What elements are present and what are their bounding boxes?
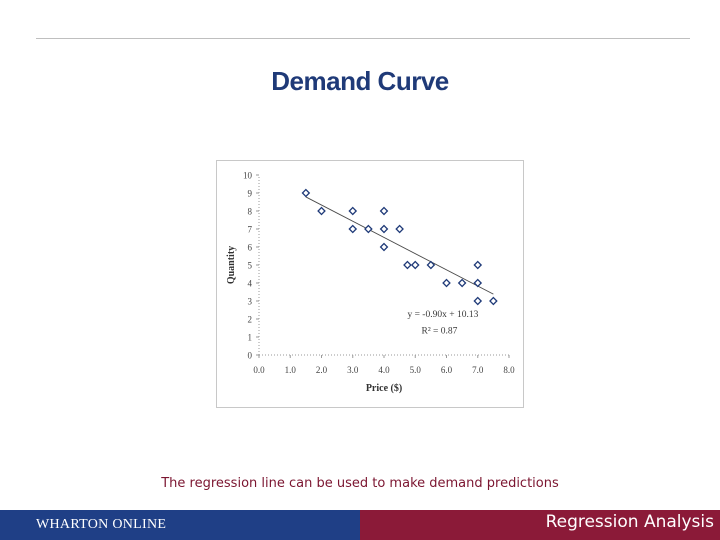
y-axis: 0 1 2 3 4 5 6 7 8 9 10 bbox=[243, 171, 260, 361]
data-point bbox=[301, 188, 311, 198]
data-point bbox=[473, 278, 483, 288]
data-point bbox=[379, 224, 389, 234]
data-point bbox=[348, 206, 358, 216]
data-point bbox=[395, 224, 404, 234]
slide-caption: The regression line can be used to make … bbox=[161, 476, 559, 491]
data-point bbox=[457, 278, 467, 288]
x-tick-label: 6.0 bbox=[441, 365, 453, 375]
x-tick-label: 3.0 bbox=[347, 365, 359, 375]
y-tick-label: 8 bbox=[248, 207, 253, 217]
data-point bbox=[473, 260, 483, 270]
y-tick-label: 3 bbox=[248, 297, 253, 307]
x-tick-label: 8.0 bbox=[503, 365, 515, 375]
data-point bbox=[379, 206, 389, 216]
x-tick-label: 2.0 bbox=[316, 365, 328, 375]
x-tick-label: 1.0 bbox=[285, 365, 297, 375]
x-axis: 0.0 1.0 2.0 3.0 4.0 5.0 6.0 7.0 8.0 bbox=[253, 354, 515, 375]
footer-course-title: Regression Analysis bbox=[545, 512, 714, 532]
y-tick-label: 7 bbox=[248, 225, 253, 235]
data-point bbox=[317, 206, 326, 216]
data-point bbox=[348, 224, 358, 234]
x-axis-title: Price ($) bbox=[366, 383, 402, 394]
scatter-chart: 0 1 2 3 4 5 6 7 8 9 10 0.0 1.0 2.0 3.0 4.0 5.0 6.0 7.0 8.0… bbox=[216, 160, 524, 408]
x-tick-label: 0.0 bbox=[253, 365, 265, 375]
y-tick-label: 2 bbox=[248, 315, 253, 325]
trendline-equation: y = -0.90x + 10.13 bbox=[407, 310, 478, 320]
data-point bbox=[489, 296, 498, 306]
trendline bbox=[305, 196, 494, 295]
x-tick-label: 4.0 bbox=[378, 365, 390, 375]
data-point bbox=[426, 260, 436, 270]
data-point bbox=[473, 296, 483, 306]
y-tick-label: 4 bbox=[248, 279, 253, 289]
slide-title: Demand Curve bbox=[271, 66, 449, 96]
footer-course-bar: Regression Analysis bbox=[360, 510, 720, 540]
trendline-r2: R² = 0.87 bbox=[422, 326, 458, 336]
y-tick-label: 1 bbox=[248, 333, 253, 343]
data-point bbox=[442, 278, 451, 288]
data-points bbox=[301, 188, 498, 306]
x-tick-label: 5.0 bbox=[410, 365, 422, 375]
footer-brand-bar: WHARTON ONLINE bbox=[0, 510, 360, 540]
top-divider bbox=[36, 38, 690, 39]
y-tick-label: 10 bbox=[243, 171, 253, 181]
data-point bbox=[364, 224, 373, 234]
y-tick-label: 5 bbox=[248, 261, 253, 271]
trendline-group bbox=[305, 196, 494, 295]
data-point bbox=[379, 242, 389, 252]
y-tick-label: 6 bbox=[248, 243, 253, 253]
y-tick-label: 0 bbox=[248, 351, 253, 361]
chart-canvas: 0 1 2 3 4 5 6 7 8 9 10 0.0 1.0 2.0 3.0 4.0 5.0 6.0 7.0 8.0… bbox=[226, 171, 515, 395]
data-point bbox=[403, 260, 412, 270]
y-tick-label: 9 bbox=[248, 189, 253, 199]
data-point bbox=[410, 260, 420, 270]
x-tick-label: 7.0 bbox=[472, 365, 484, 375]
footer-brand-text: WHARTON ONLINE bbox=[36, 517, 167, 532]
y-axis-title: Quantity bbox=[226, 246, 237, 284]
